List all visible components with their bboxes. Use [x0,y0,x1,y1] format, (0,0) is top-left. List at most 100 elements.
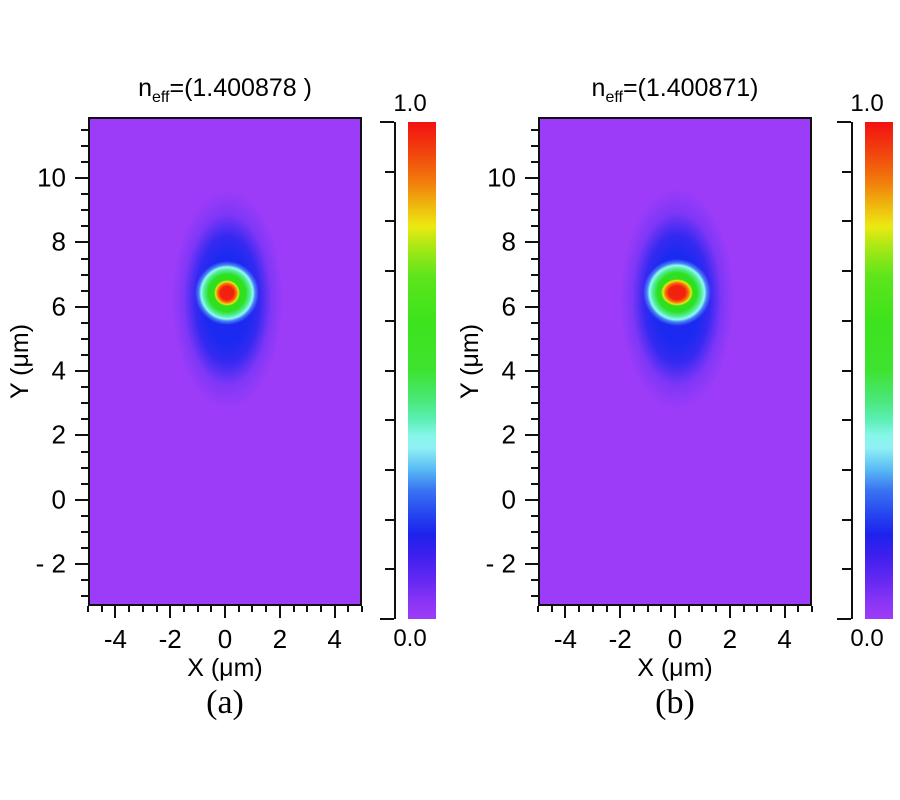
colorbar-b: 1.0 0.0 [837,90,900,670]
y-minor-tick [81,450,88,453]
y-minor-tick [531,547,538,550]
y-minor-tick [81,579,88,582]
x-axis-tick-labels: -4 -2 0 2 4 [88,624,362,654]
y-minor-tick [531,209,538,212]
colorbar-max-label: 1.0 [393,90,427,117]
y-minor-tick [531,514,538,517]
x-tick-label: 4 [327,624,342,654]
panel-b-title: neff=(1.400871) [520,74,830,106]
y-minor-tick [81,595,88,598]
y-axis-ticks [74,117,88,606]
colorbar-gradient [865,122,893,619]
y-minor-tick [531,579,538,582]
x-minor-tick [769,606,772,612]
colorbar-tick [842,419,851,422]
colorbar-gradient [408,122,436,619]
colorbar-tick [385,270,394,273]
y-minor-tick [531,289,538,292]
neff-subscript: eff [151,89,170,106]
y-major-tick [75,241,88,244]
y-axis-ticks [524,117,538,606]
y-minor-tick [81,209,88,212]
colorbar-tick [385,170,394,173]
x-axis-ticks [537,606,813,619]
colorbar-tick [842,220,851,223]
x-minor-tick [537,606,539,612]
colorbar-tick [380,121,394,123]
x-minor-tick [182,606,185,612]
y-tick-label: 6 [501,291,516,322]
colorbar-tick [380,618,394,620]
colorbar-min-label: 0.0 [850,625,884,652]
x-tick-label: 0 [217,624,233,654]
y-minor-tick [81,193,88,196]
y-minor-tick [81,418,88,421]
y-major-tick [525,370,538,373]
colorbar-tick [842,170,851,173]
x-major-tick [564,606,567,618]
panel-b: neff=(1.400871) 10 8 6 4 2 0 - 2 -4 -2 0 2 4 Y (μm… [450,0,900,800]
y-tick-label: 2 [501,419,516,450]
x-tick-label: 0 [667,624,683,654]
x-minor-tick [742,606,745,612]
y-axis-tick-labels: 10 8 6 4 2 0 - 2 [0,117,68,606]
x-minor-tick [128,606,131,612]
x-minor-tick [361,606,363,612]
y-tick-label: - 2 [35,548,66,579]
colorbar-tick [837,121,851,123]
colorbar-tick [842,369,851,372]
y-minor-tick [81,482,88,485]
y-minor-tick [81,466,88,469]
y-minor-tick [81,531,88,533]
x-minor-tick [87,606,89,612]
y-tick-label: - 2 [485,548,516,579]
y-major-tick [75,305,88,308]
y-tick-label: 0 [501,484,516,515]
colorbar-tick [842,568,851,571]
x-tick-label: -4 [553,624,577,654]
y-minor-tick [81,386,88,389]
y-minor-tick [531,273,538,276]
colorbar-axis [380,121,396,620]
y-minor-tick [81,289,88,292]
colorbar-tick [385,468,394,471]
x-minor-tick [605,606,608,612]
x-major-tick [278,606,281,618]
y-major-tick [525,177,538,180]
panel-a: neff=(1.400878 ) 10 8 6 4 2 0 - 2 -4 -2 0 2 4 Y (μ… [0,74,450,721]
x-minor-tick [578,606,581,612]
x-minor-tick [347,606,350,612]
x-major-tick [619,606,622,618]
colorbar-tick [842,468,851,471]
y-minor-tick [81,128,88,131]
x-axis-ticks [87,606,363,619]
y-tick-label: 4 [501,355,516,386]
y-tick-label: 0 [51,484,66,515]
y-major-tick [525,563,538,566]
x-minor-tick [797,606,800,612]
y-minor-tick [531,402,538,405]
y-minor-tick [81,161,88,164]
y-tick-label: 2 [51,419,66,450]
x-minor-tick [715,606,718,612]
x-axis-tick-labels: -4 -2 0 2 4 [538,624,812,654]
y-axis-tick-labels: 10 8 6 4 2 0 - 2 [450,117,518,606]
neff-subscript: eff [605,89,623,106]
colorbar-tick [385,319,394,322]
x-tick-label: -2 [158,624,182,654]
colorbar-tick [842,518,851,521]
x-minor-tick [646,606,649,612]
x-axis-label: X (μm) [637,654,713,682]
neff-value: =(1.400871) [622,74,759,102]
subfigure-caption-b: (b) [655,684,695,721]
y-minor-tick [531,225,538,228]
colorbar-tick [837,618,851,620]
x-minor-tick [687,606,690,612]
y-minor-tick [81,337,88,340]
y-axis-label: Y (μm) [456,323,484,400]
x-axis-label: X (μm) [187,654,263,682]
colorbar-max-label: 1.0 [850,90,884,117]
y-minor-tick [531,257,538,260]
colorbar-tick [385,369,394,372]
colorbar-a: 1.0 0.0 [380,90,450,670]
